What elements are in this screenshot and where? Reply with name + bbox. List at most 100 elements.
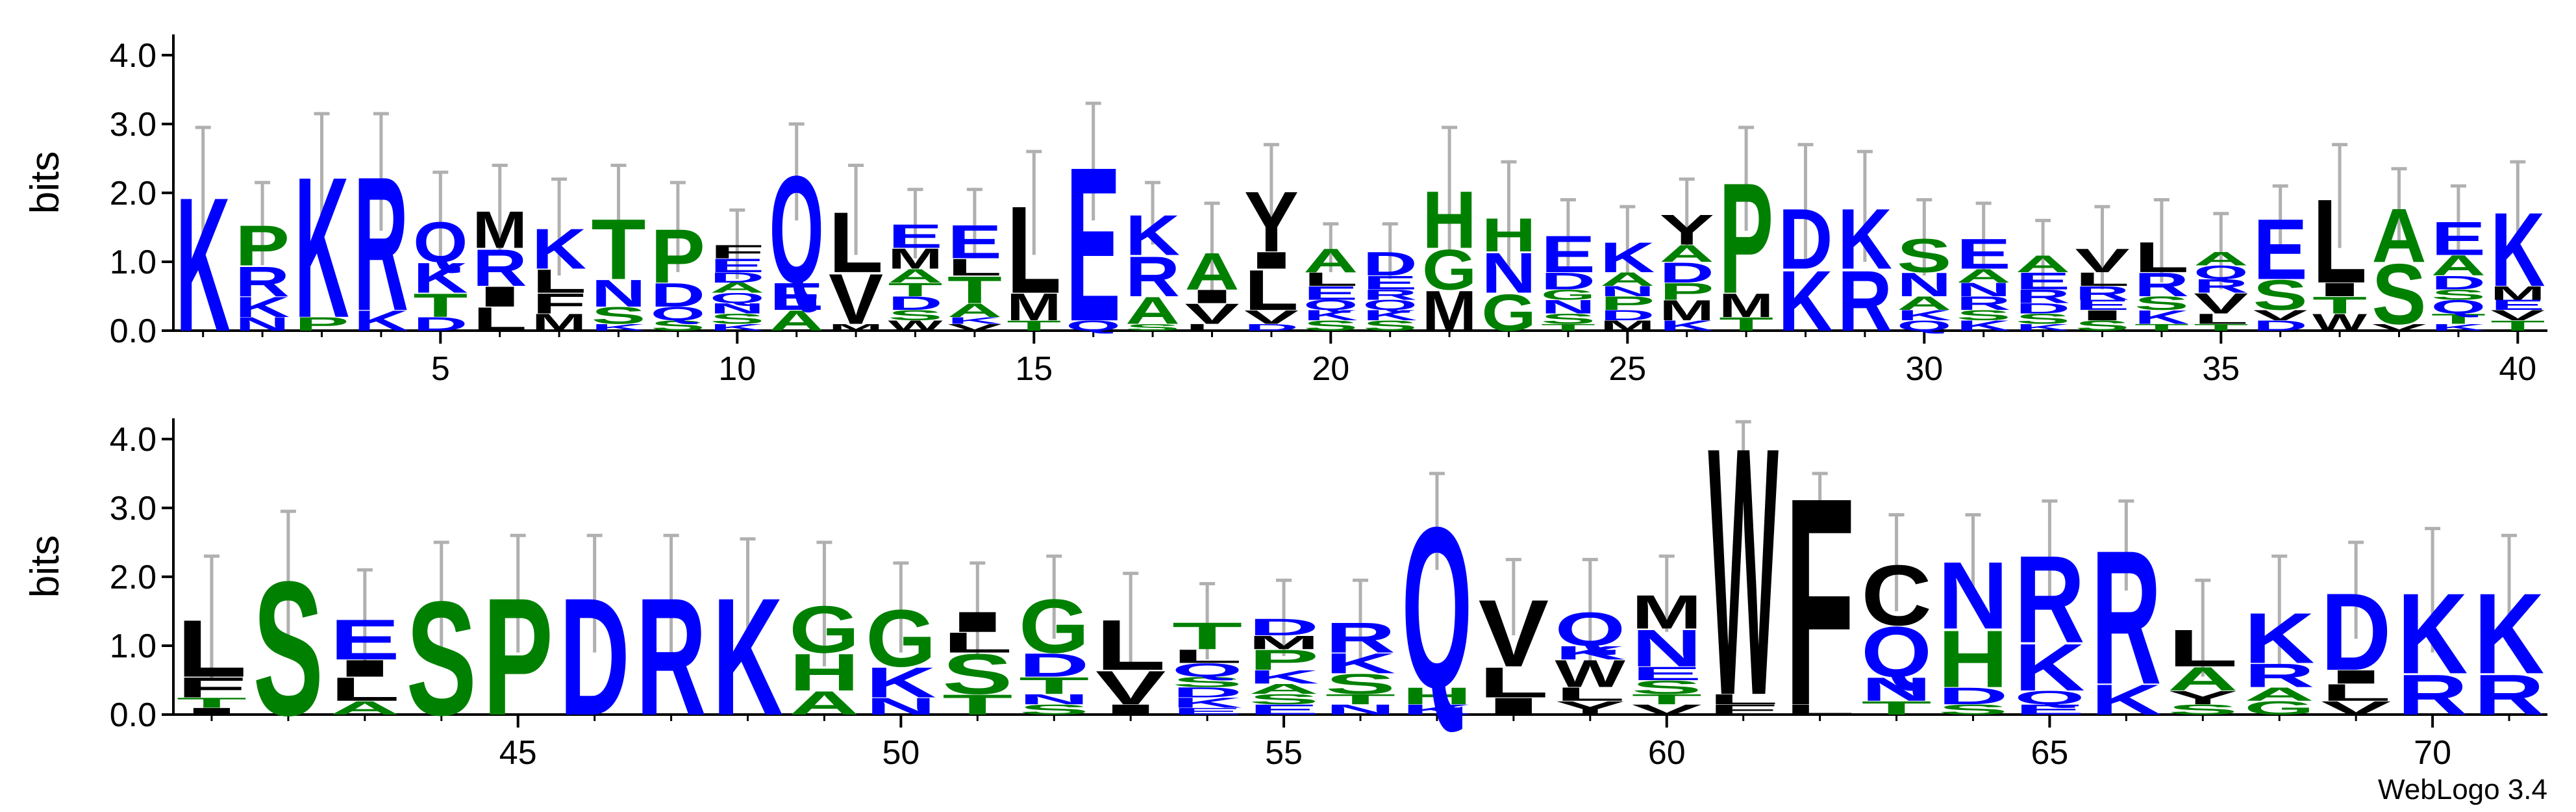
letter: R <box>2075 283 2129 304</box>
letter: K <box>1363 307 1418 324</box>
letter: K <box>1303 307 1358 324</box>
letter: A <box>1897 292 1951 314</box>
letter: E <box>1957 230 2011 278</box>
letter: E <box>1066 122 1121 368</box>
letter: N <box>591 272 645 314</box>
letter: T <box>2194 322 2248 333</box>
letter: N <box>866 693 936 720</box>
letter: T <box>888 279 942 301</box>
letter: T <box>1019 672 1089 699</box>
y-tick-label: 3.0 <box>110 106 156 144</box>
letter: N <box>1600 283 1655 299</box>
letter: S <box>2431 287 2486 303</box>
x-tick-label: 5 <box>431 350 450 388</box>
letter: K <box>1660 318 1714 334</box>
letter: T <box>1007 318 1061 334</box>
y-tick-label: 4.0 <box>110 37 156 75</box>
letter: G <box>1422 238 1477 301</box>
letter: G <box>2244 698 2314 719</box>
letter: S <box>1303 318 1358 334</box>
letter: K <box>2490 190 2545 308</box>
letter: Q <box>1066 318 1121 334</box>
letter: V <box>1184 298 1239 331</box>
x-tick-label: 25 <box>1608 350 1646 388</box>
letter: S <box>2253 272 2308 320</box>
letter: F <box>1708 702 1778 718</box>
letter: V <box>829 260 883 340</box>
letter: S <box>888 307 942 324</box>
letter: K <box>413 254 468 302</box>
letter: G <box>1019 584 1089 669</box>
letter: D <box>413 313 468 335</box>
letter: A <box>1957 265 2011 286</box>
letter: P <box>294 314 349 335</box>
letter: A <box>1600 268 1655 290</box>
letter: R <box>2194 275 2248 297</box>
letter: D <box>2431 272 2486 294</box>
letter: K <box>2397 570 2468 698</box>
letter: H <box>789 643 860 702</box>
letter: N <box>1957 279 2011 300</box>
letter: E <box>1541 225 1595 283</box>
letter: P <box>1600 293 1655 314</box>
letter: N <box>1481 240 1536 305</box>
letter: N <box>710 300 764 316</box>
letter: M <box>1719 286 1773 324</box>
letter: I <box>1479 693 1549 720</box>
letter: M <box>1631 585 1701 639</box>
letter: V <box>2321 697 2392 718</box>
letter: K <box>2474 570 2544 698</box>
letter: Q <box>1363 297 1418 313</box>
letter: G <box>866 593 936 684</box>
letter: T <box>177 694 247 711</box>
letter: N <box>1019 691 1090 707</box>
letter: K <box>2091 676 2162 724</box>
letter: Q <box>651 303 705 324</box>
letter: D <box>2321 570 2391 693</box>
letter: D <box>559 563 629 750</box>
letter: S <box>1325 668 1395 700</box>
letter: Q <box>2014 687 2084 709</box>
letter: Y <box>1555 697 1625 718</box>
letter: S <box>2075 318 2129 334</box>
letter: K <box>2244 598 2315 678</box>
letter: M <box>532 309 586 336</box>
letter: T <box>1861 697 1931 718</box>
letter: P <box>1249 644 1319 676</box>
letter: M <box>1600 318 1655 333</box>
letter: S <box>651 318 705 334</box>
letter: S <box>1631 676 1701 698</box>
letter: F <box>710 241 764 262</box>
letter: A <box>2371 192 2426 278</box>
x-tick-label: 40 <box>2499 350 2536 388</box>
letter: R <box>1957 292 2011 314</box>
letter: V <box>2253 307 2308 324</box>
y-tick-label: 3.0 <box>110 490 156 527</box>
letter: S <box>942 642 1012 707</box>
x-tick-label: 20 <box>1312 350 1349 388</box>
letter: R <box>2134 266 2189 304</box>
letter: R <box>473 238 527 297</box>
letter: P <box>1660 278 1714 305</box>
letter: S <box>591 302 645 329</box>
letter: I <box>330 655 400 681</box>
letter: Y <box>1660 206 1714 254</box>
letter: S <box>1125 322 1180 333</box>
letter: K <box>866 659 936 707</box>
letter: I <box>2075 307 2129 324</box>
letter: T <box>2312 292 2367 319</box>
letter: A <box>2431 249 2486 282</box>
letter: L <box>2194 311 2248 327</box>
letter: L <box>947 254 1002 281</box>
letter: D <box>1778 192 1832 288</box>
letter: V <box>2371 322 2426 333</box>
letter: K <box>1555 642 1626 663</box>
letter: I <box>1184 286 1239 307</box>
footer: WebLogo 3.4 <box>2378 774 2547 806</box>
letter: K <box>354 305 408 337</box>
letter: L <box>1172 646 1242 667</box>
letter: D <box>1172 685 1243 701</box>
letter: K <box>532 216 586 281</box>
letter: L <box>942 627 1012 659</box>
